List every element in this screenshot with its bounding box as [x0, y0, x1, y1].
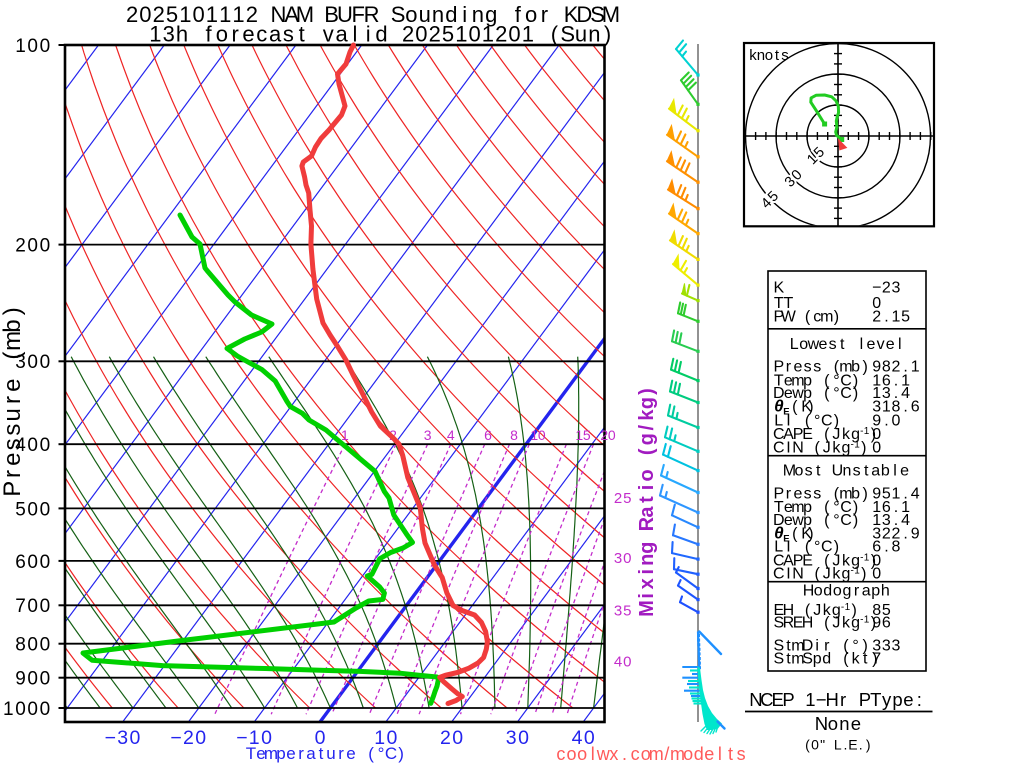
svg-text:500: 500 — [15, 499, 50, 520]
svg-text:None: None — [815, 713, 861, 734]
svg-text:982.1: 982.1 — [872, 359, 919, 376]
svg-text:322.9: 322.9 — [872, 525, 919, 542]
svg-text:LI (°C): LI (°C) — [774, 538, 839, 555]
svg-text:333: 333 — [872, 638, 900, 655]
svg-text:Hodograph: Hodograph — [803, 583, 890, 600]
svg-text:15: 15 — [575, 427, 591, 443]
svg-text:−30: −30 — [105, 727, 141, 749]
svg-text:20: 20 — [440, 727, 463, 749]
svg-text:EH (Jkg: EH (Jkg — [774, 602, 841, 619]
svg-text:-1: -1 — [860, 426, 870, 437]
svg-text:Dewp (°C): Dewp (°C) — [773, 512, 858, 529]
svg-text:25: 25 — [614, 490, 632, 507]
svg-text:-1: -1 — [851, 565, 861, 576]
svg-text:−10: −10 — [236, 727, 272, 749]
svg-text:-1: -1 — [851, 439, 861, 450]
svg-text:10: 10 — [530, 427, 546, 443]
svg-text:318.6: 318.6 — [872, 399, 919, 416]
svg-text:PW (cm): PW (cm) — [774, 308, 840, 325]
svg-text:700: 700 — [15, 596, 50, 617]
svg-text:Press (mb): Press (mb) — [774, 485, 868, 502]
svg-text:K: K — [774, 280, 785, 297]
svg-text:Dewp (°C): Dewp (°C) — [773, 385, 858, 402]
svg-text:E: E — [783, 407, 789, 418]
svg-text:θ: θ — [774, 523, 784, 542]
svg-text:30: 30 — [506, 727, 529, 749]
svg-text:40: 40 — [614, 653, 632, 670]
svg-text:1000: 1000 — [3, 699, 50, 720]
svg-text:8: 8 — [510, 427, 518, 443]
svg-text:): ) — [852, 602, 857, 619]
svg-text:): ) — [871, 615, 876, 632]
svg-text:6: 6 — [484, 427, 492, 443]
svg-text:Mixing Ratio (g/kg): Mixing Ratio (g/kg) — [636, 388, 658, 617]
svg-text:): ) — [871, 552, 876, 569]
svg-text:7: 7 — [872, 651, 881, 668]
svg-text:3: 3 — [424, 427, 432, 443]
svg-text:-1: -1 — [860, 615, 870, 626]
svg-text:0: 0 — [872, 565, 881, 582]
svg-text:2025101112 NAM BUFR Sounding f: 2025101112 NAM BUFR Sounding for KDSM — [126, 2, 620, 27]
svg-text:1: 1 — [341, 427, 349, 443]
svg-text:900: 900 — [15, 669, 50, 690]
svg-text:SREH (Jkg: SREH (Jkg — [774, 615, 861, 632]
svg-text:35: 35 — [614, 603, 632, 620]
svg-text:CAPE (Jkg: CAPE (Jkg — [773, 552, 860, 569]
svg-text:0: 0 — [872, 439, 881, 456]
svg-text:13h forecast valid 2025101201: 13h forecast valid 2025101201 (Sun) — [149, 22, 611, 47]
svg-text:200: 200 — [15, 236, 50, 257]
svg-text:NCEP 1−Hr PType:: NCEP 1−Hr PType: — [749, 689, 922, 710]
svg-text:96: 96 — [872, 615, 891, 632]
svg-text:100: 100 — [15, 36, 50, 57]
svg-text:0: 0 — [872, 552, 881, 569]
svg-text:2.15: 2.15 — [872, 308, 910, 325]
svg-text:Temp (°C): Temp (°C) — [774, 499, 858, 516]
svg-text:30: 30 — [614, 550, 632, 567]
svg-text:coolwx.com/modelts: coolwx.com/modelts — [556, 744, 745, 764]
svg-text:0: 0 — [872, 295, 881, 312]
svg-text:20: 20 — [600, 427, 616, 443]
svg-text:): ) — [861, 565, 866, 582]
svg-text:800: 800 — [15, 635, 50, 656]
svg-text:−20: −20 — [170, 727, 206, 749]
svg-text:85: 85 — [872, 602, 891, 619]
svg-text:0: 0 — [315, 727, 326, 749]
svg-text:Press (mb): Press (mb) — [774, 359, 868, 376]
svg-text:(0" L.E.): (0" L.E.) — [805, 737, 870, 753]
svg-text:10: 10 — [374, 727, 397, 749]
svg-text:StmSpd (kt): StmSpd (kt) — [774, 651, 878, 668]
svg-text:CAPE (Jkg: CAPE (Jkg — [773, 426, 860, 443]
svg-text:6.8: 6.8 — [872, 538, 900, 555]
svg-text:E: E — [783, 533, 789, 544]
svg-text:40: 40 — [572, 727, 595, 749]
svg-text:951.4: 951.4 — [872, 485, 919, 502]
svg-text:600: 600 — [15, 552, 50, 573]
svg-text:): ) — [861, 439, 866, 456]
svg-text:9.0: 9.0 — [872, 412, 900, 429]
svg-text:-1: -1 — [841, 602, 851, 613]
svg-text:TT: TT — [774, 295, 794, 312]
svg-text:0: 0 — [872, 426, 881, 443]
svg-text:-1: -1 — [860, 552, 870, 563]
svg-text:300: 300 — [15, 352, 50, 373]
svg-text:Temp (°C): Temp (°C) — [774, 372, 858, 389]
svg-text:knots: knots — [749, 47, 789, 64]
svg-text:4: 4 — [447, 427, 455, 443]
svg-text:400: 400 — [15, 435, 50, 456]
svg-text:Pressure (mb): Pressure (mb) — [0, 307, 26, 497]
svg-text:): ) — [871, 426, 876, 443]
svg-text:θ: θ — [774, 397, 784, 416]
svg-text:LI (°C): LI (°C) — [774, 412, 839, 429]
svg-text:−23: −23 — [872, 280, 900, 297]
